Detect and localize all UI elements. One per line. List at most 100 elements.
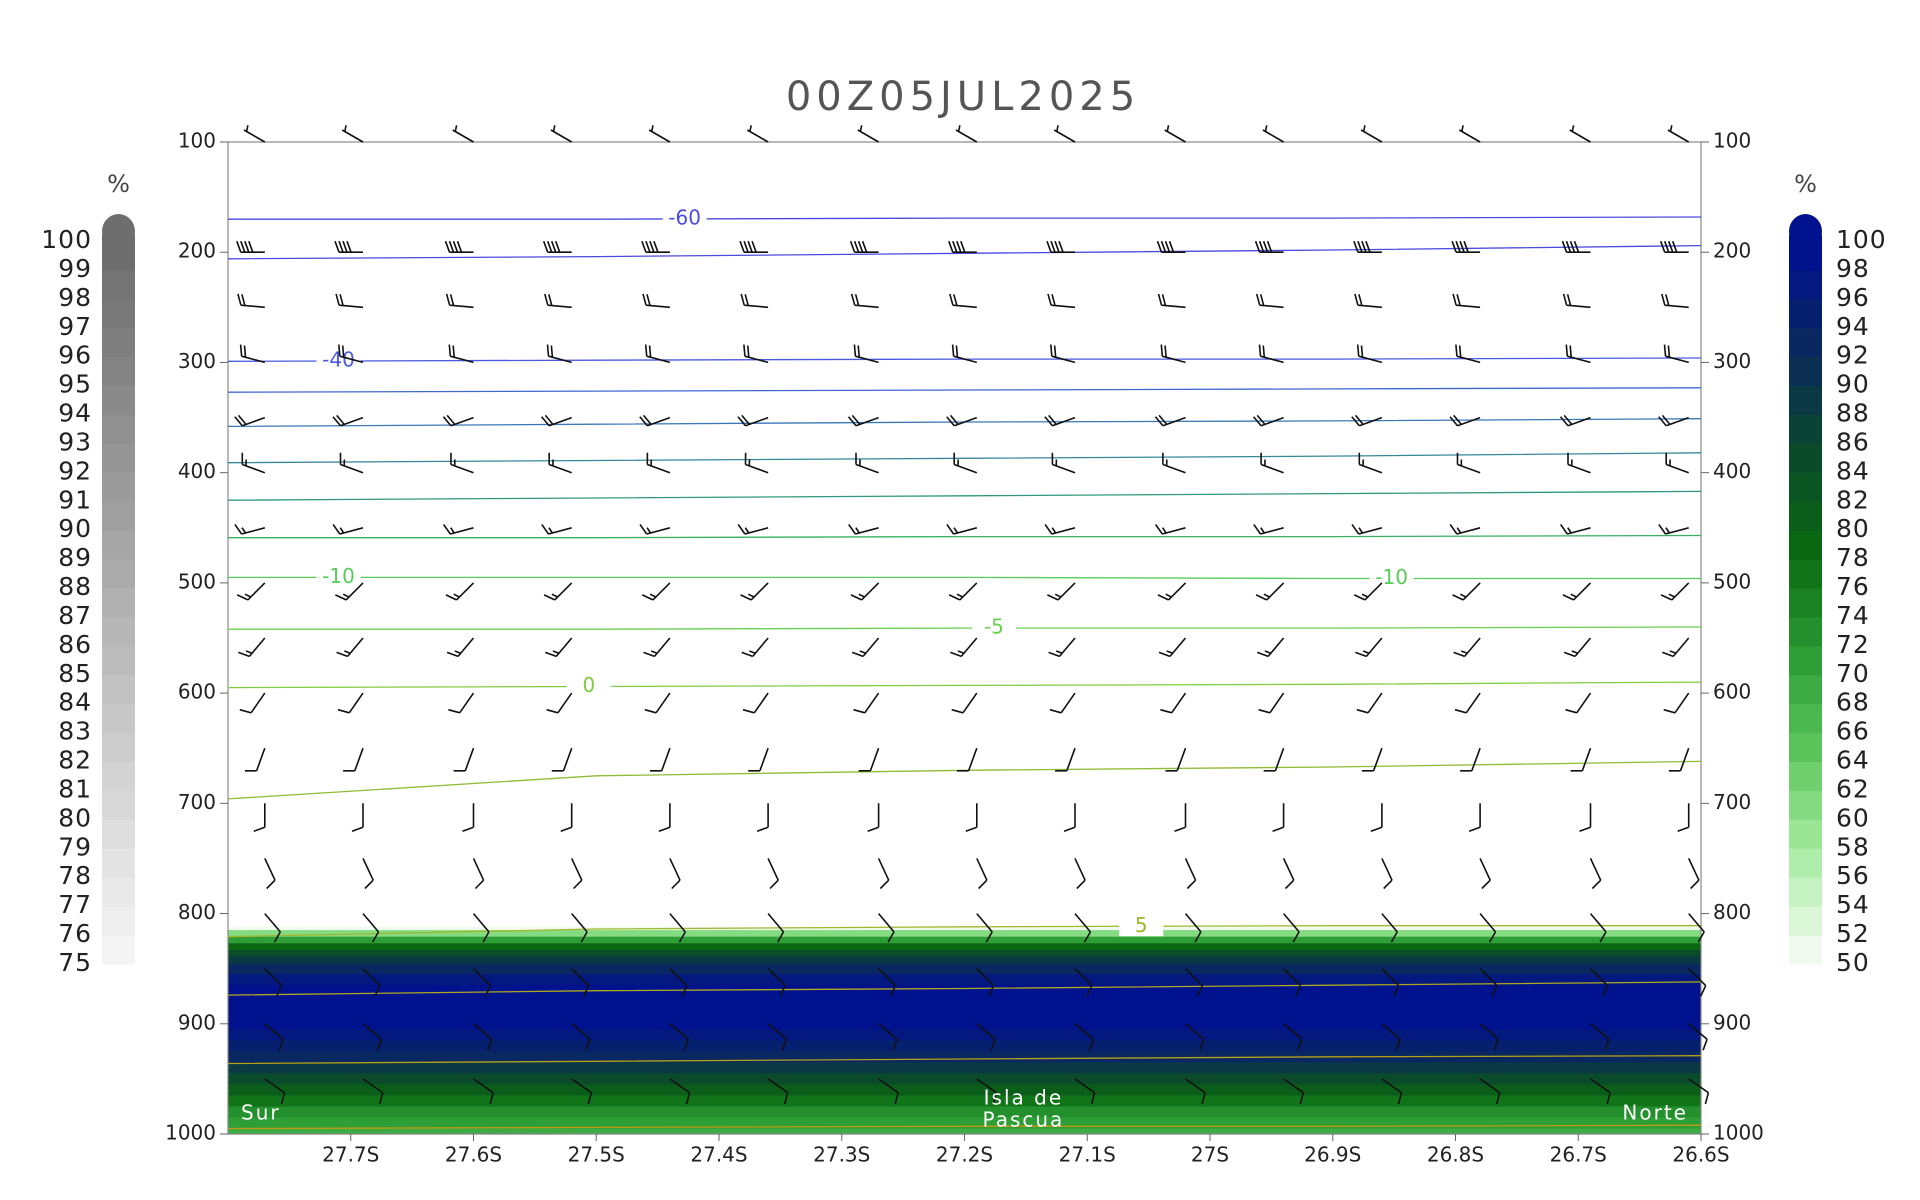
wind-barb xyxy=(571,1078,593,1105)
wind-barb xyxy=(1184,1023,1205,1051)
colorbar-label: 84 xyxy=(58,688,92,717)
colorbar-segment xyxy=(102,530,135,560)
y-tick-label: 300 xyxy=(1713,349,1751,373)
wind-barb xyxy=(1454,692,1481,714)
colorbar-segment xyxy=(102,559,135,589)
humidity-band xyxy=(228,1040,1701,1052)
wind-barb xyxy=(877,913,895,943)
wind-barb xyxy=(946,523,978,535)
wind-barb xyxy=(264,1078,286,1105)
x-tick-label: 27.2S xyxy=(936,1143,993,1167)
wind-barb xyxy=(244,747,266,772)
colorbar-label: 56 xyxy=(1836,861,1870,890)
wind-barb xyxy=(472,913,490,943)
humidity-band xyxy=(228,1029,1701,1041)
wind-barb xyxy=(1677,803,1690,833)
colorbar-segment xyxy=(1789,414,1822,444)
wind-barb xyxy=(241,452,266,474)
wind-barb xyxy=(243,125,266,143)
wind-barb xyxy=(948,582,978,601)
wind-barb xyxy=(264,913,281,943)
wind-barb xyxy=(570,858,583,890)
colorbar-segment xyxy=(102,906,135,936)
wind-barb xyxy=(1589,968,1609,997)
humidity-band xyxy=(228,926,1701,931)
wind-barb xyxy=(743,344,769,364)
wind-barb xyxy=(1688,968,1707,997)
wind-barb xyxy=(571,913,588,943)
wind-barb xyxy=(339,452,364,474)
wind-barb xyxy=(767,1078,789,1105)
wind-barb xyxy=(851,637,880,658)
wind-barb xyxy=(976,1023,996,1051)
contour-line xyxy=(227,925,1701,938)
wind-barb xyxy=(1449,523,1481,535)
colorbar-segment xyxy=(1789,674,1822,705)
x-tick-label: 27.7S xyxy=(322,1143,379,1167)
wind-barb xyxy=(362,968,381,997)
wind-barb xyxy=(452,125,474,143)
colorbar-label: 96 xyxy=(1836,283,1870,312)
contour-line xyxy=(227,490,1702,501)
colorbar-label: 82 xyxy=(1836,485,1870,514)
wind-barb xyxy=(1356,344,1383,364)
wind-barb xyxy=(1258,344,1284,364)
wind-barb xyxy=(1663,692,1690,714)
wind-barb xyxy=(1283,1078,1305,1105)
wind-barb xyxy=(644,344,671,364)
colorbar-label: 91 xyxy=(58,485,92,514)
wind-barb xyxy=(746,125,769,143)
annotation: Norte xyxy=(1622,1101,1688,1125)
colorbar-label: 72 xyxy=(1836,630,1870,659)
wind-barb xyxy=(949,293,977,309)
wind-barb xyxy=(337,692,364,714)
colorbar-label: 100 xyxy=(1836,225,1887,254)
wind-barb xyxy=(1688,1078,1710,1105)
wind-barb xyxy=(541,523,572,535)
wind-barb xyxy=(1258,692,1285,714)
humidity-band xyxy=(228,974,1701,986)
colorbar-segment xyxy=(1789,703,1822,734)
y-tick-label: 400 xyxy=(178,459,216,483)
colorbar-segment xyxy=(102,935,135,965)
contour-label-bg xyxy=(316,567,361,588)
colorbar-segment xyxy=(1789,241,1822,271)
wind-barb xyxy=(669,968,688,997)
wind-barb xyxy=(956,747,978,772)
colorbar-label: 88 xyxy=(58,572,92,601)
contour-line xyxy=(227,981,1702,996)
wind-barb xyxy=(1360,125,1383,143)
colorbar-label: 82 xyxy=(58,746,92,775)
wind-barb xyxy=(669,858,681,890)
wind-barb xyxy=(1381,913,1398,943)
wind-barb xyxy=(853,344,879,364)
colorbar-segment xyxy=(102,877,135,907)
contour-label: -5 xyxy=(984,615,1004,639)
x-tick-label: 27.6S xyxy=(445,1143,502,1167)
colorbar-segment xyxy=(102,472,135,502)
colorbar-segment xyxy=(1789,443,1822,473)
wind-barb xyxy=(1184,913,1202,943)
wind-barb xyxy=(976,968,995,997)
colorbar-label: 93 xyxy=(58,427,92,456)
annotation: Isla de xyxy=(984,1086,1064,1110)
wind-barb xyxy=(1456,452,1481,474)
wind-barb xyxy=(1458,125,1481,143)
wind-barb xyxy=(351,803,364,833)
wind-barb xyxy=(1048,637,1076,658)
wind-barb xyxy=(850,293,879,309)
wind-barb xyxy=(950,637,978,658)
colorbar-label: 58 xyxy=(1836,832,1870,861)
contour-line xyxy=(228,626,1702,630)
contour-line xyxy=(227,1124,1702,1130)
x-tick-label: 26.9S xyxy=(1304,1143,1361,1167)
wind-barb xyxy=(343,747,364,772)
wind-barb xyxy=(239,344,266,364)
y-tick-label: 1000 xyxy=(1713,1121,1764,1145)
y-tick-label: 500 xyxy=(1713,569,1751,593)
colorbar-segment xyxy=(102,703,135,734)
humidity-band xyxy=(228,1084,1701,1097)
colorbar-label: 89 xyxy=(58,543,92,572)
